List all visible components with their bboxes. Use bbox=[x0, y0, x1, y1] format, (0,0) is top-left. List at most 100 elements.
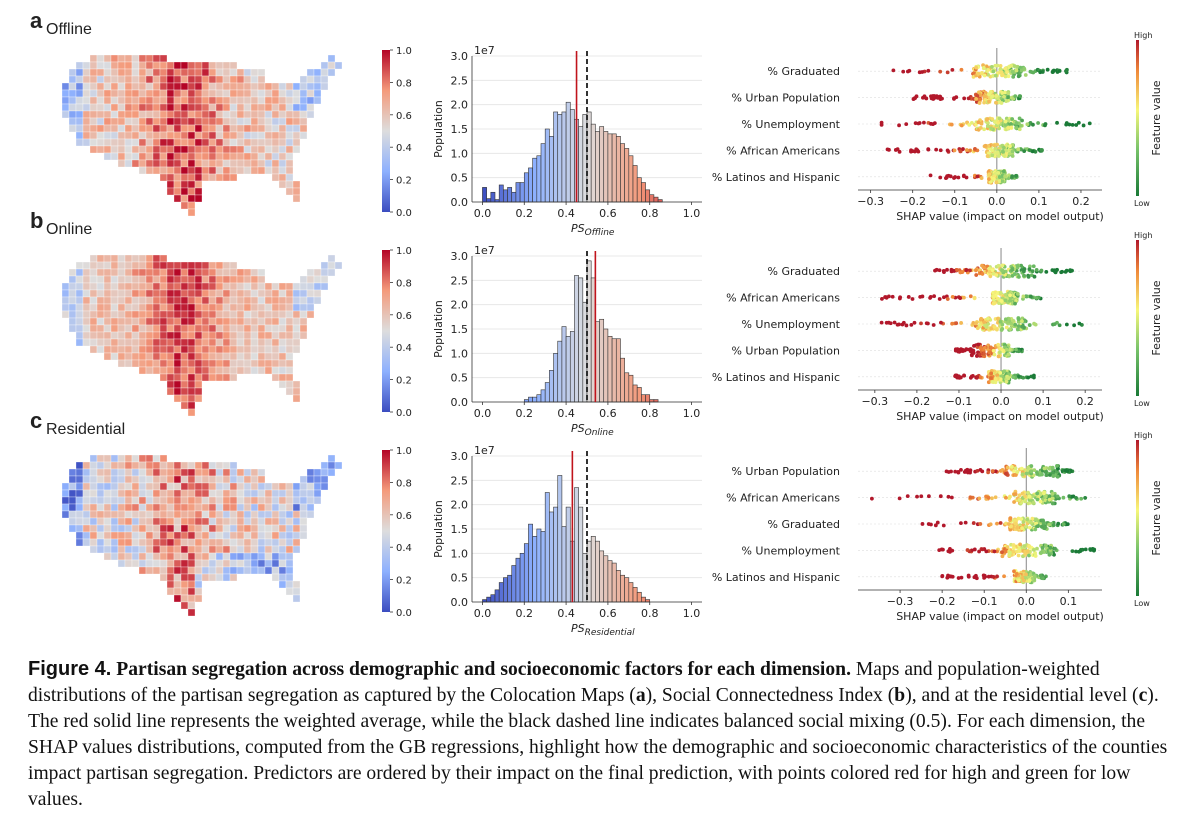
shap-point bbox=[963, 469, 968, 474]
map-county-cell bbox=[138, 89, 147, 98]
map-county-cell bbox=[110, 468, 119, 477]
map-county-cell bbox=[229, 573, 238, 582]
shap-point bbox=[1016, 349, 1021, 354]
shap-point bbox=[1028, 294, 1033, 299]
map-county-cell bbox=[257, 566, 266, 575]
shap-point bbox=[1003, 549, 1008, 554]
hist-bar bbox=[603, 555, 609, 603]
map-county-cell bbox=[278, 517, 287, 526]
map-county-cell bbox=[215, 552, 224, 561]
shap-point bbox=[1050, 492, 1055, 496]
shap-point bbox=[974, 268, 978, 273]
map-county-cell bbox=[159, 524, 168, 533]
shap-point bbox=[1002, 369, 1007, 374]
map-county-cell bbox=[110, 324, 119, 333]
map-county-cell bbox=[159, 166, 168, 175]
map-county-cell bbox=[103, 68, 112, 77]
shap-point bbox=[1034, 296, 1039, 300]
colorbar-tick-label: 0.0 bbox=[396, 608, 412, 619]
shap-point bbox=[972, 547, 977, 552]
map-county-cell bbox=[194, 282, 203, 291]
map-county-cell bbox=[103, 117, 112, 126]
map-county-cell bbox=[152, 454, 161, 463]
hist-bar bbox=[523, 543, 529, 603]
map-county-cell bbox=[117, 275, 126, 284]
map-county-cell bbox=[68, 503, 77, 512]
map-county-cell bbox=[180, 517, 189, 526]
map-county-cell bbox=[166, 296, 175, 305]
map-county-cell bbox=[257, 366, 266, 375]
map-county-cell bbox=[180, 394, 189, 403]
map-county-cell bbox=[173, 394, 182, 403]
shap-point bbox=[1056, 466, 1060, 471]
map-county-cell bbox=[271, 89, 280, 98]
shap-point bbox=[1032, 373, 1036, 378]
shap-point bbox=[995, 549, 999, 554]
map-county-cell bbox=[89, 310, 98, 319]
hist-bar bbox=[653, 196, 659, 203]
map-county-cell bbox=[222, 110, 231, 119]
map-county-cell bbox=[194, 194, 203, 203]
map-county-cell bbox=[131, 68, 140, 77]
map-county-cell bbox=[159, 61, 168, 70]
shap-point bbox=[961, 147, 965, 151]
map-county-cell bbox=[61, 310, 70, 319]
map-county-cell bbox=[292, 82, 301, 91]
map-county-cell bbox=[152, 352, 161, 361]
map-county-cell bbox=[264, 131, 273, 140]
map-county-cell bbox=[250, 352, 259, 361]
shap-point bbox=[961, 174, 966, 179]
map-county-cell bbox=[208, 275, 217, 284]
map-county-cell bbox=[166, 289, 175, 298]
map-county-cell bbox=[243, 338, 252, 347]
map-county-cell bbox=[306, 482, 315, 491]
map-county-cell bbox=[257, 110, 266, 119]
shap-point bbox=[960, 270, 965, 274]
map-county-cell bbox=[243, 166, 252, 175]
map-county-cell bbox=[187, 468, 196, 477]
map-county-cell bbox=[117, 254, 126, 263]
shap-point bbox=[1022, 273, 1027, 278]
shap-point bbox=[1014, 68, 1019, 73]
map-county-cell bbox=[285, 387, 294, 396]
map-county-cell bbox=[124, 475, 133, 484]
x-tick-label: 0.8 bbox=[641, 407, 659, 420]
map-county-cell bbox=[264, 524, 273, 533]
map-county-cell bbox=[299, 296, 308, 305]
map-county-cell bbox=[187, 166, 196, 175]
shap-point bbox=[972, 343, 976, 348]
hist-bar bbox=[641, 182, 646, 203]
map-county-cell bbox=[208, 138, 217, 147]
map-county-cell bbox=[173, 387, 182, 396]
map-county-cell bbox=[117, 331, 126, 340]
map-county-cell bbox=[89, 531, 98, 540]
y-tick-label: 0.5 bbox=[451, 372, 469, 385]
map-county-cell bbox=[138, 503, 147, 512]
map-county-cell bbox=[110, 54, 119, 63]
map-county-cell bbox=[243, 82, 252, 91]
panel-label: Online bbox=[46, 221, 92, 238]
map-county-cell bbox=[124, 296, 133, 305]
map-county-cell bbox=[222, 489, 231, 498]
map-county-cell bbox=[229, 559, 238, 568]
shap-point bbox=[949, 122, 954, 127]
shap-point bbox=[1011, 96, 1016, 101]
map-county-cell bbox=[152, 103, 161, 112]
map-county-cell bbox=[292, 538, 301, 547]
map-county-cell bbox=[257, 268, 266, 277]
shap-point bbox=[1000, 268, 1005, 273]
map-county-cell bbox=[138, 475, 147, 484]
map-county-cell bbox=[96, 54, 105, 63]
map-county-cell bbox=[222, 96, 231, 105]
shap-point bbox=[1070, 549, 1075, 554]
map-county-cell bbox=[103, 261, 112, 270]
map-county-cell bbox=[236, 366, 245, 375]
map-county-cell bbox=[110, 103, 119, 112]
shap-point bbox=[986, 470, 991, 475]
map-county-cell bbox=[222, 82, 231, 91]
map-county-cell bbox=[173, 303, 182, 312]
map-county-cell bbox=[138, 454, 147, 463]
map-county-cell bbox=[285, 152, 294, 161]
shap-point bbox=[1050, 501, 1055, 506]
hist-bar bbox=[578, 506, 584, 603]
